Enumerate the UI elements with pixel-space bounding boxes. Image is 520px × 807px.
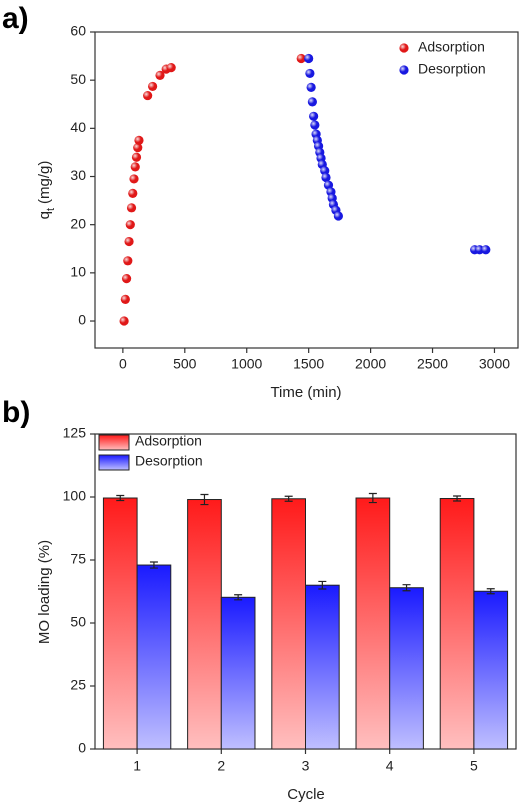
plot-frame	[94, 31, 519, 349]
x-tick-label: 1000	[231, 356, 262, 372]
point	[126, 203, 137, 213]
y-label-sub: t	[45, 208, 57, 211]
bar	[355, 497, 391, 750]
bar	[439, 498, 475, 750]
error-bar	[318, 580, 327, 590]
point	[119, 316, 129, 326]
x-tick-label: 5	[470, 758, 478, 774]
panel-label: b)	[2, 396, 30, 429]
point	[131, 152, 142, 162]
y-tick-label: 75	[70, 551, 86, 567]
bar	[271, 498, 307, 750]
point	[124, 236, 134, 247]
point	[121, 274, 132, 284]
y-tick-label: 10	[70, 264, 86, 280]
bar	[305, 584, 340, 750]
point	[309, 111, 319, 121]
point	[147, 81, 158, 92]
x-axis-label: Time (min)	[270, 384, 341, 401]
error-bar	[486, 588, 495, 595]
error-bar	[402, 584, 411, 592]
legend-label: Desorption	[418, 61, 486, 77]
error-bar	[234, 594, 243, 601]
point	[333, 211, 343, 221]
point	[143, 90, 153, 101]
bar	[102, 497, 138, 750]
point	[134, 135, 144, 145]
point	[307, 97, 317, 107]
y-tick-label: 25	[70, 677, 86, 693]
x-tick-label: 500	[173, 356, 197, 372]
y-tick-label: 30	[70, 167, 86, 183]
x-tick-label: 0	[119, 356, 127, 372]
error-bar	[453, 495, 462, 502]
bar	[473, 590, 509, 750]
y-axis-label: qt (mg/g)	[36, 161, 57, 220]
error-bar	[149, 561, 158, 569]
panel-label: a)	[2, 2, 29, 35]
legend-label: Desorption	[135, 453, 203, 469]
error-bar	[284, 495, 293, 502]
y-tick-label: 50	[70, 71, 86, 87]
y-tick-label: 0	[78, 312, 86, 328]
point	[123, 256, 133, 266]
x-tick-label: 2	[217, 758, 225, 774]
legend-marker	[399, 65, 409, 75]
legend-label: Adsorption	[418, 39, 485, 55]
y-tick-label: 20	[70, 215, 86, 231]
y-tick-label: 60	[70, 23, 86, 39]
legend-swatch	[98, 454, 130, 471]
x-tick-label: 4	[386, 758, 394, 774]
x-tick-label: 3000	[479, 356, 510, 372]
bar	[220, 596, 256, 750]
x-tick-label: 3	[302, 758, 310, 774]
y-axis-label: MO loading (%)	[36, 540, 53, 644]
y-label-unit: (mg/g)	[36, 161, 53, 204]
point	[296, 53, 306, 64]
x-tick-label: 2500	[417, 356, 448, 372]
x-tick-label: 1500	[293, 356, 324, 372]
y-tick-label: 50	[70, 614, 86, 630]
legend-label: Adsorption	[135, 433, 202, 449]
legend-marker	[399, 43, 409, 53]
point	[125, 220, 135, 230]
y-tick-label: 100	[63, 488, 87, 504]
point	[128, 188, 138, 198]
x-axis-label: Cycle	[287, 786, 325, 803]
error-bar	[368, 492, 377, 504]
point	[481, 245, 491, 255]
bar	[136, 564, 172, 750]
error-bar	[200, 493, 209, 506]
point	[129, 174, 139, 184]
point	[130, 162, 140, 172]
point	[133, 143, 143, 153]
bar	[187, 499, 222, 750]
point	[310, 120, 320, 130]
point	[304, 53, 314, 64]
point	[166, 63, 176, 73]
legend-swatch	[98, 434, 130, 451]
x-tick-label: 2000	[355, 356, 386, 372]
y-tick-label: 125	[63, 425, 87, 441]
point	[321, 172, 331, 183]
point	[120, 294, 130, 304]
x-tick-label: 1	[133, 758, 141, 774]
bar	[389, 587, 424, 750]
y-tick-label: 40	[70, 119, 86, 135]
point	[306, 82, 316, 92]
y-label-main: q	[36, 211, 53, 219]
y-tick-label: 0	[78, 740, 86, 756]
point	[305, 68, 315, 79]
point	[155, 70, 165, 80]
error-bar	[116, 494, 125, 502]
